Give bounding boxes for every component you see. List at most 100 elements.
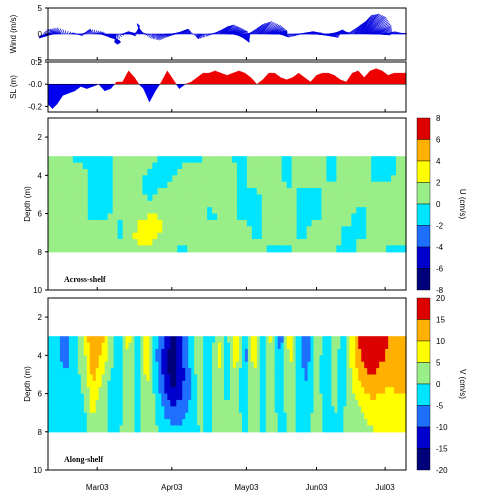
- heatmap-cell: [72, 175, 79, 183]
- heatmap-cell: [162, 219, 168, 227]
- heatmap-cell: [306, 232, 313, 240]
- heatmap-cell: [286, 425, 291, 433]
- heatmap-cell: [321, 207, 328, 215]
- heatmap-cell: [127, 162, 134, 170]
- heatmap-cell: [262, 406, 267, 414]
- wind-stick: [208, 33, 212, 36]
- heatmap-cell: [113, 380, 118, 388]
- heatmap-cell: [271, 200, 278, 208]
- heatmap-cell: [241, 175, 248, 183]
- heatmap-cell: [67, 239, 74, 247]
- heatmap-cell: [128, 348, 133, 356]
- heatmap-cell: [97, 175, 104, 183]
- heatmap-cell: [176, 412, 180, 420]
- heatmap-cell: [236, 207, 243, 215]
- heatmap-cell: [72, 168, 79, 176]
- heatmap-cell: [391, 393, 395, 401]
- heatmap-cell: [376, 207, 382, 215]
- sea-level-negative-segment: [155, 84, 161, 92]
- sea-level-y-ticks: 0.2-0.0-0.2: [28, 58, 48, 111]
- along-shelf-label: Along-shelf: [64, 455, 103, 464]
- wind-stick: [339, 30, 346, 35]
- heatmap-cell: [155, 361, 159, 369]
- heatmap-cell: [376, 374, 380, 382]
- heatmap-cell: [286, 406, 291, 414]
- heatmap-cell: [331, 213, 337, 221]
- heatmap-cell: [74, 399, 79, 407]
- heatmap-cell: [179, 342, 183, 350]
- heatmap-cell: [396, 181, 402, 189]
- wind-stick: [224, 24, 236, 35]
- heatmap-cell: [86, 412, 91, 420]
- heatmap-cell: [246, 188, 253, 196]
- heatmap-cell: [170, 336, 174, 344]
- heatmap-cell: [341, 200, 347, 208]
- heatmap-cell: [185, 355, 189, 363]
- heatmap-cell: [48, 355, 52, 363]
- heatmap-cell: [286, 374, 291, 382]
- heatmap-cell: [286, 412, 291, 420]
- heatmap-cell: [172, 194, 178, 202]
- heatmap-cell: [346, 207, 352, 215]
- heatmap-cell: [53, 387, 58, 395]
- heatmap-cell: [241, 200, 248, 208]
- heatmap-cell: [173, 412, 177, 420]
- x-tick-label: May03: [234, 483, 259, 492]
- heatmap-cell: [274, 380, 279, 388]
- heatmap-cell: [48, 213, 54, 221]
- heatmap-cell: [307, 399, 312, 407]
- heatmap-cell: [147, 156, 154, 164]
- heatmap-cell: [401, 200, 407, 208]
- heatmap-cell: [349, 393, 353, 401]
- wind-stick: [116, 33, 118, 41]
- heatmap-cell: [206, 336, 210, 344]
- heatmap-cell: [179, 412, 183, 420]
- heatmap-cell: [80, 374, 85, 382]
- heatmap-cell: [80, 419, 85, 427]
- heatmap-cell: [301, 162, 308, 170]
- heatmap-cell: [97, 194, 104, 202]
- heatmap-cell: [295, 425, 300, 433]
- heatmap-cell: [149, 380, 154, 388]
- heatmap-cell: [132, 239, 139, 247]
- heatmap-cell: [316, 399, 321, 407]
- heatmap-cell: [217, 188, 223, 196]
- heatmap-cell: [217, 232, 223, 240]
- depth-tick-label: 2: [38, 313, 43, 322]
- heatmap-cell: [200, 368, 204, 376]
- heatmap-cell: [158, 412, 162, 420]
- heatmap-cell: [182, 336, 186, 344]
- sea-level-negative-segment: [92, 84, 99, 87]
- heatmap-cell: [391, 406, 395, 414]
- heatmap-cell: [71, 380, 76, 388]
- heatmap-cell: [176, 425, 180, 433]
- heatmap-cell: [325, 355, 330, 363]
- sea-level-positive-segment: [375, 68, 383, 85]
- heatmap-cell: [125, 361, 130, 369]
- heatmap-cell: [119, 387, 124, 395]
- heatmap-cell: [325, 361, 330, 369]
- heatmap-cell: [48, 380, 52, 388]
- heatmap-cell: [48, 188, 54, 196]
- heatmap-cell: [301, 219, 308, 227]
- heatmap-cell: [313, 355, 318, 363]
- heatmap-cell: [128, 355, 133, 363]
- heatmap-cell: [301, 399, 306, 407]
- heatmap-cell: [361, 162, 367, 170]
- heatmap-cell: [222, 181, 228, 189]
- heatmap-cell: [137, 412, 142, 420]
- heatmap-cell: [322, 412, 327, 420]
- heatmap-cell: [316, 219, 323, 227]
- heatmap-cell: [304, 368, 309, 376]
- across-shelf-plot-frame: [47, 117, 407, 291]
- wind-stick: [155, 33, 157, 40]
- heatmap-cell: [366, 188, 372, 196]
- heatmap-cell: [194, 336, 198, 344]
- heatmap-cell: [224, 336, 228, 344]
- heatmap-cell: [134, 374, 139, 382]
- heatmap-cell: [291, 156, 298, 164]
- heatmap-cell: [231, 181, 238, 189]
- heatmap-cell: [212, 226, 218, 234]
- heatmap-cell: [251, 188, 258, 196]
- heatmap-cell: [331, 425, 335, 433]
